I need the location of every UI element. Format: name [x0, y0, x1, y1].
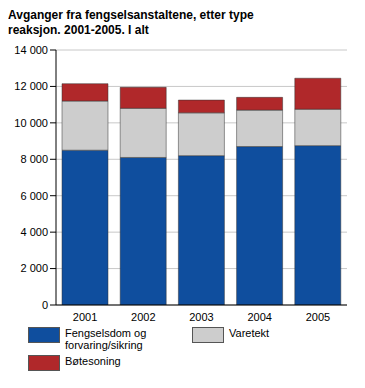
html-text:Avganger fra fengselsanstalten: Avganger fra fengselsanstaltene, etter t… [8, 8, 254, 37]
svg-text:14 000: 14 000 [14, 44, 48, 56]
svg-text:2002: 2002 [131, 311, 155, 323]
svg-text:2004: 2004 [247, 311, 271, 323]
svg-text:0: 0 [42, 299, 48, 311]
svg-text:6 000: 6 000 [20, 190, 48, 202]
svg-text:4 000: 4 000 [20, 226, 48, 238]
svg-text:2003: 2003 [189, 311, 213, 323]
html-text:Varetekt: Varetekt [229, 327, 270, 339]
html-text:Fengselsdom og forvaring/sikri: Fengselsdom og forvaring/sikring [65, 327, 147, 351]
svg-text:8 000: 8 000 [20, 153, 48, 165]
svg-text:2 000: 2 000 [20, 262, 48, 274]
svg-text:12 000: 12 000 [14, 80, 48, 92]
svg-text:2001: 2001 [73, 311, 97, 323]
html-text:Bøtesoning: Bøtesoning [65, 355, 121, 367]
svg-text:10 000: 10 000 [14, 117, 48, 129]
svg-text:2005: 2005 [306, 311, 330, 323]
